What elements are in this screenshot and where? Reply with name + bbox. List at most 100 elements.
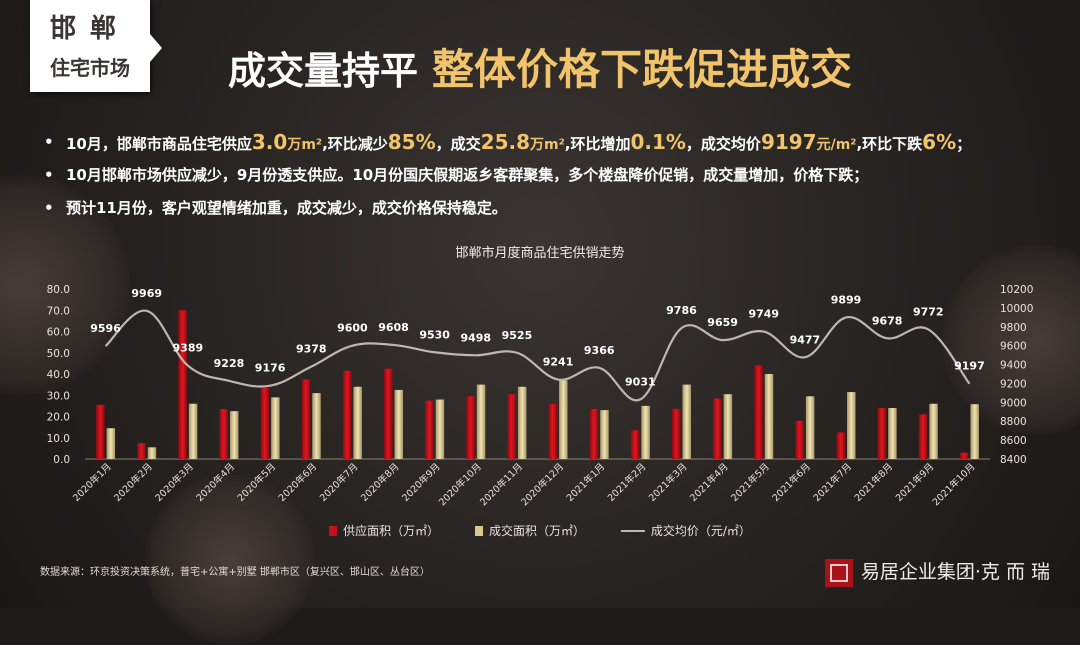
supply-change: 85% [387,130,436,154]
sales-bar [394,389,404,459]
price-data-label: 9031 [625,375,656,388]
sales-bar [805,396,815,459]
supply-bar [342,370,352,459]
x-axis-tick-label: 2020年12月 [519,461,567,509]
price-data-label: 9477 [790,333,821,346]
y2-axis-tick-label: 10000 [1000,303,1033,315]
sales-bar [476,384,486,459]
supply-bar [507,394,516,459]
price-data-label: 9525 [502,329,533,342]
x-axis-tick-label: 2020年4月 [194,461,237,504]
sales-bar [106,428,116,459]
price-line [104,309,971,402]
supply-bar [301,379,311,459]
price-value: 9197 [760,130,817,154]
x-axis-tick-label: 2021年2月 [605,461,648,504]
supply-bar [260,387,270,459]
y-axis-tick-label: 60.0 [47,327,70,339]
price-data-label: 9366 [584,344,615,357]
brand-logo: 易居企业集团·克 而 瑞 [824,557,1050,587]
supply-bar [671,409,681,459]
supply-sales-chart: 0.0 10.0 20.0 30.0 40.0 50.0 60.0 70.0 80.0 8400 8… [47,284,1034,509]
price-data-label: 9378 [296,343,327,356]
chart-title: 邯郸市月度商品住宅供销走势 [455,246,625,261]
price-change: 6% [922,130,957,154]
legend-swatch [474,526,483,536]
y-axis-tick-label: 80.0 [47,284,70,296]
price-data-label: 9600 [337,322,368,335]
bullet-1: 10月，邯郸市商品住宅供应3.0万m²,环比减少85%，成交25.8万m²,环比… [44,126,1074,159]
sales-bar [641,405,650,459]
sales-bar [559,380,568,459]
supply-bar [384,368,393,459]
bullet-2: 10月邯郸市场供应减少，9月份透支供应。10月份国庆假期返乡客群聚集，多个楼盘降… [44,159,1074,192]
sales-unit: 万m² [530,137,565,153]
badge-pointer [150,34,162,62]
price-data-label: 9530 [419,328,450,341]
x-axis-tick-label: 2021年10月 [930,461,978,509]
brand-name: 易居企业集团·克 而 瑞 [860,561,1050,583]
y2-axis-tick-label: 10200 [1000,284,1033,296]
x-axis-tick-label: 2021年9月 [893,461,936,504]
legend-price: 成交均价（元/㎡） [620,522,751,539]
sales-bar [888,408,897,459]
price-data-label: 9498 [460,331,491,344]
summary-bullets: 10月，邯郸市商品住宅供应3.0万m²,环比减少85%，成交25.8万m²,环比… [44,126,1074,225]
legend-sales: 成交面积（万㎡） [474,522,585,539]
y2-axis-tick-label: 9400 [1000,360,1027,372]
chart-legend: 供应面积（万㎡） 成交面积（万㎡） 成交均价（元/㎡） [0,522,1080,539]
sales-bar [723,394,733,459]
sales-bar [353,386,362,459]
sales-bar [312,393,321,459]
x-axis-tick-label: 2021年4月 [687,461,730,504]
x-axis-tick-label: 2021年3月 [646,461,689,504]
price-data-label: 9749 [748,308,779,321]
sales-bar [229,411,239,459]
sales-bar [847,392,856,459]
supply-bar [219,409,228,459]
y-axis-tick-label: 30.0 [47,390,70,402]
sales-bar [188,403,198,459]
price-data-label: 9969 [131,287,162,300]
price-data-label: 9389 [173,342,204,355]
title-part1: 成交量持平 [227,49,418,93]
region-badge: 邯郸 住宅市场 [30,0,162,92]
price-data-label: 9786 [666,304,697,317]
bullet-text: ，成交 [435,135,481,153]
x-axis-tick-label: 2020年5月 [235,461,278,504]
sales-bar [970,404,979,459]
supply-bar [959,452,969,459]
bullet-text: ,环比增加 [564,135,631,153]
price-unit: 元/m² [816,137,857,153]
supply-bar [96,404,105,459]
x-axis-tick-label: 2020年8月 [358,461,401,504]
supply-bar [137,443,146,459]
sales-bar [271,397,280,459]
supply-value: 3.0 [251,130,288,154]
y-axis-tick-label: 70.0 [47,305,70,317]
x-axis-tick-label: 2020年1月 [70,461,113,504]
y-axis-tick-label: 50.0 [47,348,70,360]
bullet-3: 预计11月份，客户观望情绪加重，成交减少，成交价格保持稳定。 [44,192,1074,225]
legend-supply: 供应面积（万㎡） [329,522,439,539]
title-part2: 整体价格下跌促进成交 [432,45,853,94]
supply-bar [425,400,434,459]
supply-bar [466,396,475,459]
y-axis-tick-label: 10.0 [47,433,70,445]
supply-bar [877,408,887,459]
sales-bar [764,374,774,459]
legend-line [620,530,645,532]
bullet-text: ,环比减少 [322,135,388,153]
sales-value: 25.8 [480,130,531,154]
y2-axis-tick-label: 8600 [1000,435,1027,447]
sales-bar [682,384,691,459]
x-axis-tick-label: 2020年6月 [276,461,319,504]
x-axis-tick-label: 2021年6月 [770,461,813,504]
x-axis-tick-label: 2020年7月 [317,461,360,504]
x-axis-tick-label: 2020年9月 [399,461,442,504]
price-data-label: 9228 [214,357,245,370]
supply-bar [548,403,558,459]
price-data-label: 9197 [954,360,985,373]
price-data-label: 9241 [543,356,574,369]
y-axis-tick-label: 0.0 [53,454,70,466]
